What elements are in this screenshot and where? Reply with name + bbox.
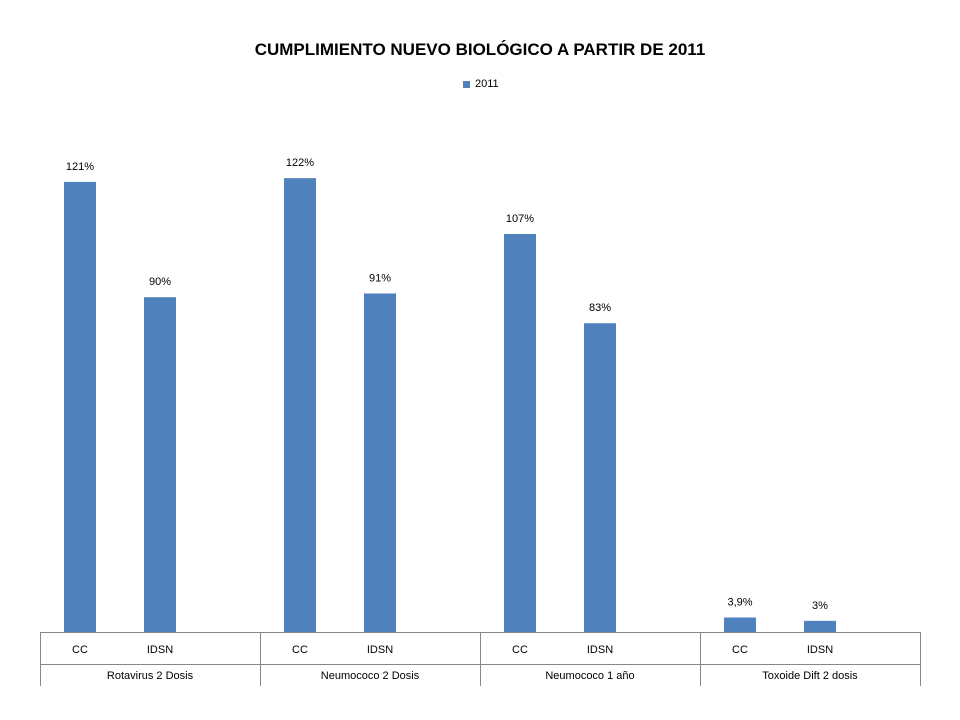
tick-label-3: CC: [292, 644, 308, 656]
data-label-2: 90%: [149, 276, 171, 288]
legend-label: 2011: [475, 78, 499, 90]
bar-1: [64, 181, 96, 632]
tick-label-7: CC: [732, 644, 748, 656]
bar-2: [144, 297, 176, 632]
tick-label-5: CC: [512, 644, 528, 656]
data-label-7: 3,9%: [727, 596, 752, 608]
group-label-3: Neumococo 1 año: [545, 670, 634, 682]
bar-7: [724, 617, 756, 632]
legend: 2011: [463, 78, 499, 90]
bar-3: [284, 178, 316, 632]
bar-5: [504, 233, 536, 632]
data-label-4: 91%: [369, 272, 391, 284]
data-label-8: 3%: [812, 600, 828, 612]
bar-8: [804, 620, 836, 632]
group-label-1: Rotavirus 2 Dosis: [107, 670, 194, 682]
tick-label-8: IDSN: [807, 644, 833, 656]
tick-label-2: IDSN: [147, 644, 173, 656]
tick-label-1: CC: [72, 644, 88, 656]
group-label-4: Toxoide Dift 2 dosis: [762, 670, 858, 682]
chart-title: CUMPLIMIENTO NUEVO BIOLÓGICO A PARTIR DE…: [254, 40, 706, 59]
tick-label-6: IDSN: [587, 644, 613, 656]
legend-swatch: [463, 80, 470, 88]
data-label-1: 121%: [66, 161, 94, 173]
tick-label-4: IDSN: [367, 644, 393, 656]
bar-6: [584, 323, 616, 632]
bar-4: [364, 293, 396, 632]
group-label-2: Neumococo 2 Dosis: [321, 670, 420, 682]
data-label-6: 83%: [589, 302, 611, 314]
data-label-3: 122%: [286, 157, 314, 169]
data-label-5: 107%: [506, 213, 534, 225]
